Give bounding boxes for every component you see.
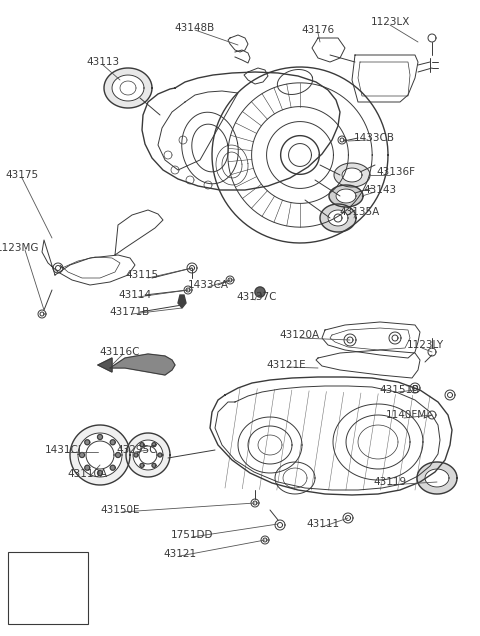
Polygon shape — [30, 578, 66, 602]
Text: 43116C: 43116C — [100, 347, 140, 357]
Text: 43110A: 43110A — [68, 469, 108, 479]
Polygon shape — [158, 453, 162, 457]
Text: 43143: 43143 — [363, 185, 396, 195]
Polygon shape — [251, 499, 259, 507]
Polygon shape — [85, 439, 90, 445]
Polygon shape — [140, 443, 144, 446]
Text: 1123MG: 1123MG — [0, 243, 40, 253]
Text: 43150E: 43150E — [100, 505, 140, 515]
Polygon shape — [410, 383, 420, 393]
Text: 1433CB: 1433CB — [353, 133, 395, 143]
Text: 43148B: 43148B — [175, 23, 215, 33]
Polygon shape — [116, 452, 120, 457]
Text: 43176: 43176 — [301, 25, 335, 35]
Polygon shape — [343, 513, 353, 523]
Polygon shape — [112, 75, 144, 101]
Polygon shape — [133, 440, 163, 470]
Polygon shape — [255, 287, 265, 297]
Polygon shape — [134, 453, 138, 457]
Text: 43135A: 43135A — [340, 207, 380, 217]
Text: 21513: 21513 — [21, 565, 54, 575]
Polygon shape — [226, 276, 234, 284]
Polygon shape — [329, 185, 363, 207]
Polygon shape — [445, 390, 455, 400]
FancyBboxPatch shape — [8, 552, 88, 624]
Text: 1751DD: 1751DD — [171, 530, 213, 540]
Text: 1140FM: 1140FM — [385, 410, 427, 420]
Polygon shape — [78, 433, 122, 477]
Text: 1433CA: 1433CA — [188, 280, 228, 290]
Text: 43295C: 43295C — [117, 445, 157, 455]
Polygon shape — [110, 465, 115, 470]
Text: 43136F: 43136F — [376, 167, 416, 177]
Text: 43151B: 43151B — [380, 385, 420, 395]
Polygon shape — [342, 168, 362, 182]
Polygon shape — [338, 136, 346, 144]
Text: 43115: 43115 — [125, 270, 158, 280]
Polygon shape — [334, 163, 370, 187]
Text: 43111: 43111 — [306, 519, 339, 529]
Text: 43121E: 43121E — [266, 360, 306, 370]
Polygon shape — [275, 520, 285, 530]
Polygon shape — [417, 462, 457, 494]
Polygon shape — [97, 471, 103, 476]
Text: 43137C: 43137C — [237, 292, 277, 302]
Polygon shape — [126, 433, 170, 477]
Polygon shape — [53, 263, 63, 273]
Polygon shape — [38, 583, 58, 597]
Polygon shape — [97, 434, 103, 439]
Text: 43113: 43113 — [86, 57, 120, 67]
Text: 1123LX: 1123LX — [370, 17, 410, 27]
Text: 1431CJ: 1431CJ — [45, 445, 82, 455]
Text: 43171B: 43171B — [110, 307, 150, 317]
Polygon shape — [110, 439, 115, 445]
Polygon shape — [104, 68, 152, 108]
Polygon shape — [85, 465, 90, 470]
Text: 43175: 43175 — [5, 170, 38, 180]
Polygon shape — [80, 452, 84, 457]
Polygon shape — [425, 469, 449, 487]
Text: 43119: 43119 — [373, 477, 407, 487]
Polygon shape — [261, 536, 269, 544]
Polygon shape — [152, 464, 156, 467]
Polygon shape — [320, 204, 356, 232]
Polygon shape — [184, 286, 192, 294]
Text: 43120A: 43120A — [280, 330, 320, 340]
Text: 43121: 43121 — [163, 549, 197, 559]
Text: 1123LY: 1123LY — [407, 340, 444, 350]
Polygon shape — [336, 189, 356, 203]
Polygon shape — [178, 295, 186, 308]
Polygon shape — [110, 354, 175, 375]
Polygon shape — [328, 210, 348, 226]
Polygon shape — [140, 464, 144, 467]
Polygon shape — [187, 263, 197, 273]
Polygon shape — [98, 358, 112, 372]
Polygon shape — [70, 425, 130, 485]
Text: 43114: 43114 — [119, 290, 152, 300]
Polygon shape — [152, 443, 156, 446]
